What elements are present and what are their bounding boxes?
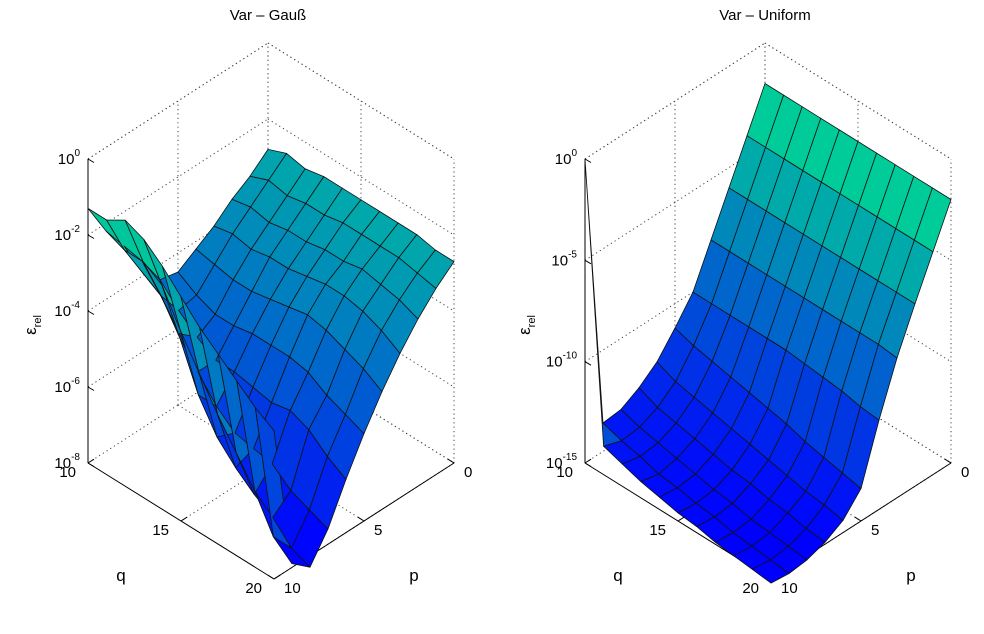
grid-line [584,42,766,160]
axes [87,158,455,580]
z-tick-label: 10-15 [546,452,578,472]
p-tick-label: 10 [284,580,301,597]
panel-var-uniform: Var – Uniform10010-510-1010-151015200510… [515,7,969,597]
z-tick [87,386,95,391]
surface-patch [416,249,455,289]
p-tick-label: 0 [961,464,969,481]
z-tick-label: 10-8 [54,452,80,472]
z-axis-label: εrel [21,315,44,335]
q-tick [180,516,188,522]
surface [87,148,455,568]
grid-line [87,42,269,160]
grid-line [87,194,269,312]
p-tick-label: 5 [374,522,382,539]
q-tick-label: 10 [59,464,76,481]
z-tick [584,259,592,265]
q-tick-label: 15 [152,522,169,539]
z-tick-label: 10-4 [54,300,80,320]
z-tick [87,234,95,239]
p-axis-label: p [906,566,915,585]
z-tick-label: 10-10 [546,351,578,371]
z-tick-label: 100 [58,148,81,168]
z-tick [87,462,95,467]
p-tick [447,458,455,464]
chart-title: Var – Uniform [719,7,810,24]
q-tick-label: 15 [649,522,666,539]
z-tick [87,158,95,163]
grid-line [87,118,269,236]
p-axis-label: p [409,566,418,585]
q-tick-label: 20 [742,580,759,597]
axes [584,158,952,580]
z-tick-label: 10-6 [54,376,80,396]
p-tick [357,516,365,522]
z-tick-label: 10-2 [54,224,80,244]
p-tick-label: 10 [781,580,798,597]
q-axis-label: q [613,566,622,585]
surface-patch [584,158,622,447]
z-tick-label: 10-5 [551,249,577,269]
q-tick-label: 20 [245,580,262,597]
z-tick [584,158,592,163]
q-tick [677,516,685,522]
q-tick [87,458,95,464]
grid-line [584,143,766,261]
q-axis-label: q [116,566,125,585]
p-tick-label: 5 [871,522,879,539]
p-tick [944,458,952,464]
q-tick [584,458,592,464]
surface-patch [914,187,952,253]
z-tick-label: 100 [555,148,578,168]
grid-line [584,245,766,363]
z-tick [584,361,592,366]
p-tick-label: 0 [464,464,472,481]
z-tick [584,462,592,467]
p-tick [267,574,275,580]
grid-line [87,346,269,464]
grid-line [87,270,269,388]
q-tick [273,574,281,580]
q-tick-label: 10 [556,464,573,481]
panel-var-gauss: Var – Gauß10010-210-410-610-81015200510q… [21,7,472,597]
p-tick [854,516,862,522]
z-axis-label: εrel [515,315,538,335]
z-tick [87,310,95,315]
chart-title: Var – Gauß [230,7,306,24]
surface [584,83,952,584]
